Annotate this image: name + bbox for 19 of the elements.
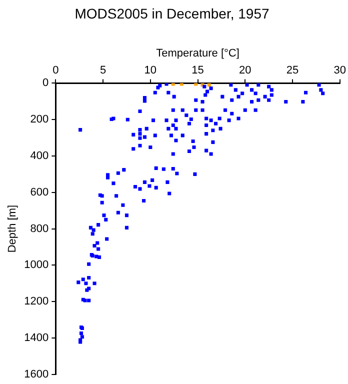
x-tick-label: 15 bbox=[192, 64, 204, 77]
y-tick-label: 1000 bbox=[24, 259, 49, 272]
y-tick-label: 1600 bbox=[24, 368, 49, 380]
x-tick-label: 25 bbox=[286, 64, 299, 77]
y-tick-label: 200 bbox=[30, 114, 49, 126]
x-axis-title: Temperature [°C] bbox=[156, 47, 240, 60]
x-tick-label: 10 bbox=[144, 64, 157, 77]
x-tick-label: 20 bbox=[239, 64, 252, 77]
y-tick-label: 1400 bbox=[24, 332, 49, 344]
x-tick-label: 0 bbox=[52, 64, 59, 77]
y-tick-label: 0 bbox=[42, 77, 49, 90]
y-tick-label: 400 bbox=[30, 150, 49, 162]
y-tick-label: 1200 bbox=[24, 296, 49, 308]
y-tick-label: 600 bbox=[30, 186, 49, 198]
x-tick-label: 30 bbox=[334, 64, 346, 77]
y-axis-title: Depth [m] bbox=[6, 204, 19, 253]
x-tick-label: 5 bbox=[100, 64, 106, 77]
chart-title: MODS2005 in December, 1957 bbox=[74, 5, 270, 22]
y-tick-label: 800 bbox=[30, 222, 49, 235]
